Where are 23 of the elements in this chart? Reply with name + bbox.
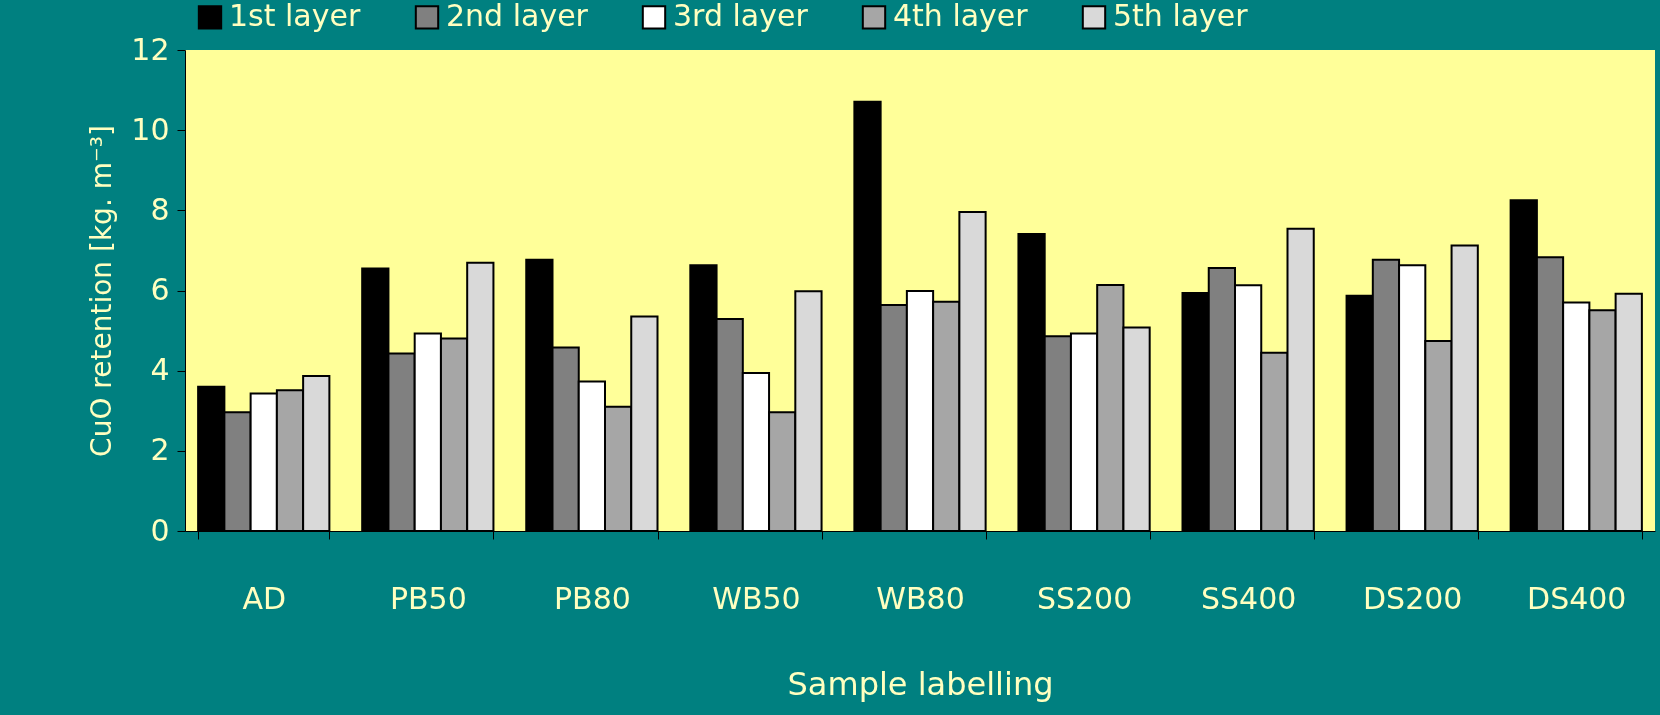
y-tick-label: 2 [150, 432, 170, 468]
legend-label: 4th layer [893, 0, 1029, 34]
y-tick-label: 10 [131, 111, 170, 147]
x-tick-label: DS400 [1527, 580, 1627, 616]
legend-label: 2nd layer [446, 0, 589, 34]
y-tick-label: 0 [150, 512, 170, 548]
y-tick-label: 6 [150, 272, 170, 307]
x-tick-label: WB50 [712, 580, 801, 616]
y-axis-title: CuO retention [kg. m⁻³] [85, 125, 119, 457]
x-tick-label: SS400 [1200, 580, 1297, 616]
legend-label: 5th layer [1113, 0, 1249, 34]
x-tick-label: SS200 [1036, 580, 1133, 616]
legend-label: 3rd layer [673, 0, 809, 34]
x-tick-label: DS200 [1362, 580, 1463, 616]
y-tick-label: 4 [150, 352, 170, 388]
y-tick-label: 8 [150, 191, 170, 227]
x-axis-title: Sample labelling [787, 664, 1054, 703]
x-tick-label: AD [242, 580, 287, 616]
x-tick-label: PB80 [553, 580, 631, 616]
x-tick-label: WB80 [876, 580, 965, 616]
legend-label: 1st layer [229, 0, 361, 34]
y-tick-label: 12 [131, 31, 170, 67]
x-tick-label: PB50 [389, 580, 467, 616]
